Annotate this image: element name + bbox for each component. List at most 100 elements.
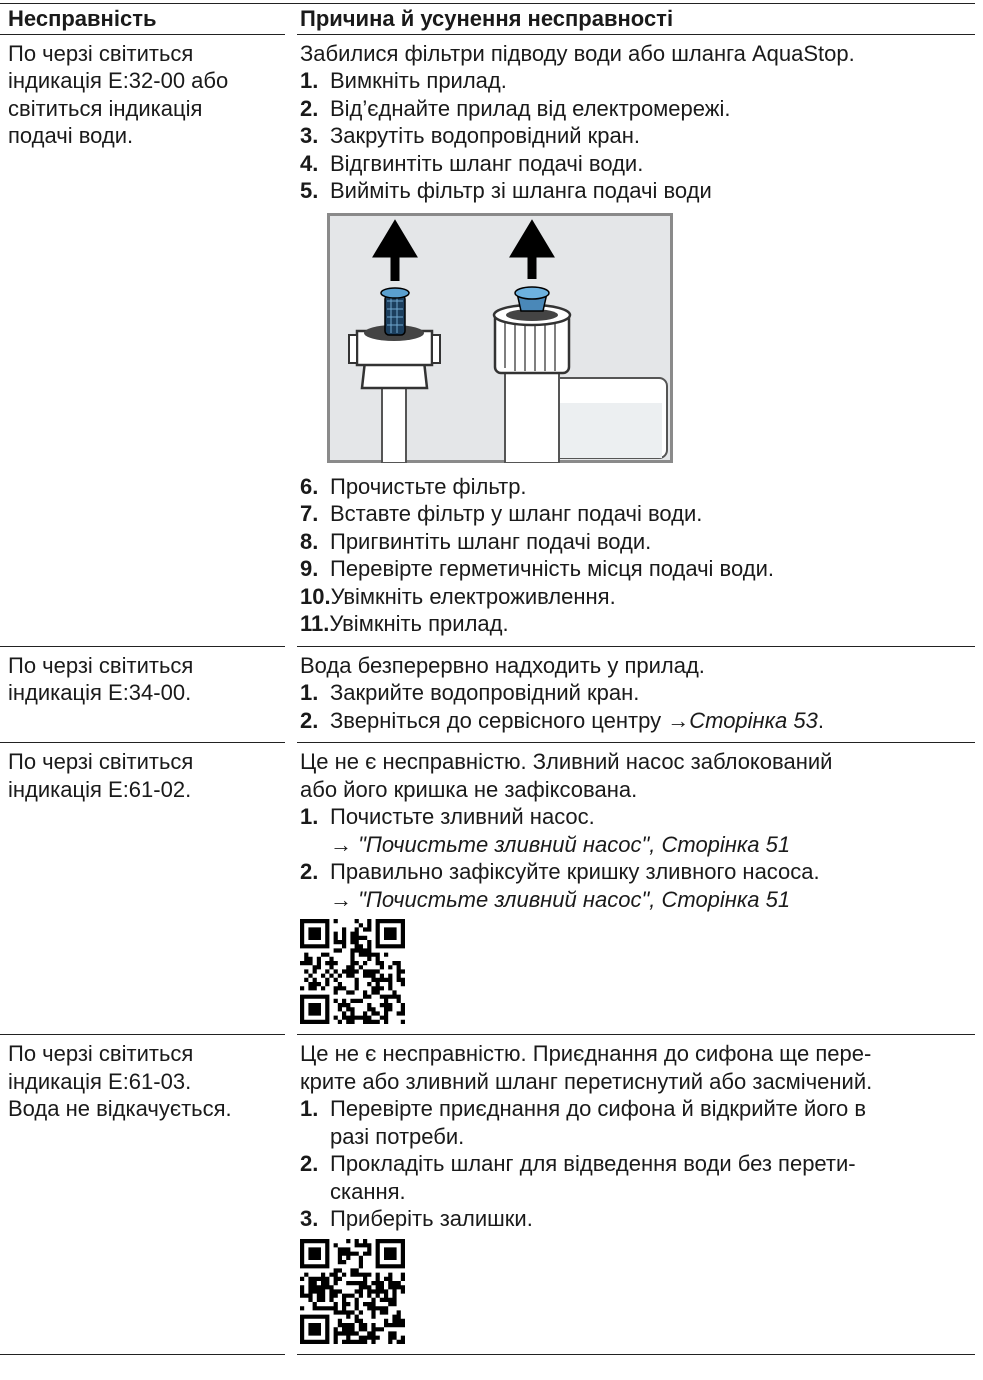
header-cell: Несправність: [0, 4, 285, 35]
cause-cell: Вода безперервно надходить у прилад. 1. За…: [297, 647, 975, 743]
step-text-line: Перевірте приєднання до сифона й відкрий…: [330, 1096, 867, 1121]
step: 3. Закрутіть водопровідний кран.: [300, 122, 975, 150]
step-line: Приберіть залишки.: [330, 1205, 533, 1233]
step-text: Почистьте зливний насос. → "Почистьте зли…: [330, 803, 790, 858]
step: 9. Перевірте герметичність місця подачі в…: [300, 555, 975, 583]
step-number: 2.: [300, 95, 319, 121]
step: 1. Закрийте водопровідний кран.: [300, 679, 975, 707]
step-number: 6.: [300, 473, 319, 499]
step: 2. Правильно зафіксуйте кришку зливного н…: [300, 858, 975, 913]
step-number: 1.: [300, 804, 319, 829]
qr-pattern: [300, 1238, 405, 1344]
fault-cell: По черзі світиться індикація E:61-02.: [0, 743, 285, 1035]
step-line: скання.: [330, 1178, 856, 1206]
step-text: Перевірте приєднання до сифона й відкрий…: [330, 1095, 866, 1150]
step: 7. Вставте фільтр у шланг подачі води.: [300, 500, 975, 528]
fault-line: подачі води.: [8, 123, 134, 148]
step-text: Увімкніть прилад.: [329, 610, 508, 638]
step-text-line: Відгвинтіть шланг подачі води.: [330, 150, 644, 176]
step: 2. Від’єднайте прилад від електромережі.: [300, 95, 975, 123]
table-row: По черзі світиться індикація E:34-00. Вода…: [0, 647, 975, 743]
step: 5. Вийміть фільтр зі шланга подачі води: [300, 177, 975, 205]
step-number: 2.: [300, 707, 319, 733]
fault-line: індикація E:61-02.: [8, 776, 192, 802]
fault-line: По черзі світиться: [8, 40, 194, 66]
step-text: Вимкніть прилад.: [330, 67, 507, 95]
step-text: Приберіть залишки.: [330, 1205, 533, 1233]
step-text-line: Пригвинтіть шланг подачі води.: [330, 528, 652, 554]
step-line: Перевірте герметичність місця подачі вод…: [330, 555, 774, 583]
step: 3. Приберіть залишки.: [300, 1205, 975, 1233]
filter-illustration: [327, 212, 673, 463]
step-text-line: Увімкніть електроживлення.: [330, 583, 616, 609]
step: 1. Перевірте приєднання до сифона й відкр…: [300, 1095, 975, 1150]
fault-line: індикація E:32-00 або: [8, 68, 229, 93]
step: 6. Прочистьте фільтр.: [300, 473, 975, 501]
step-text-line: Прочистьте фільтр.: [330, 473, 527, 499]
fault-cell: По черзі світиться індикація E:61-03. Вода…: [0, 1035, 285, 1355]
step-text-line: Зверніться до сервісного центру: [330, 707, 662, 733]
step: 1. Почистьте зливний насос. → "Почистьте з…: [300, 803, 975, 858]
step-line: Прочистьте фільтр.: [330, 473, 527, 501]
step-number: 4.: [300, 150, 319, 176]
step-line: Увімкніть прилад.: [329, 610, 508, 638]
step-text: Відгвинтіть шланг подачі води.: [330, 150, 643, 178]
step-line: Прокладіть шланг для відведення води без…: [330, 1150, 856, 1178]
step-text: Вставте фільтр у шланг подачі води.: [330, 500, 702, 528]
step-number: 2.: [300, 1151, 319, 1176]
reference-arrow: →: [330, 886, 352, 912]
step: 4. Відгвинтіть шланг подачі води.: [300, 150, 975, 178]
step-text-line: Вийміть фільтр зі шланга подачі води: [330, 178, 712, 203]
step-number: 7.: [300, 501, 319, 526]
step-number: 1.: [300, 680, 319, 705]
step-number: 1.: [300, 1096, 319, 1121]
fault-line: По черзі світиться: [8, 749, 194, 774]
fault-line: світиться індикація: [8, 95, 203, 121]
step-text: Закрийте водопровідний кран.: [330, 679, 639, 707]
step-line: разі потреби.: [330, 1123, 866, 1151]
step-text-line: Увімкніть прилад.: [329, 611, 509, 636]
step-line: Зверніться до сервісного центру →Сторінк…: [330, 707, 824, 735]
step-text: Прочистьте фільтр.: [330, 473, 527, 501]
step-text: Правильно зафіксуйте кришку зливного нас…: [330, 858, 820, 913]
link-arrow: →: [667, 707, 690, 733]
step-text-line: Перевірте герметичність місця подачі вод…: [330, 556, 774, 581]
qr-pattern: [300, 919, 405, 1024]
step-line: Закрутіть водопровідний кран.: [330, 122, 640, 150]
fault-line: По черзі світиться: [8, 1041, 194, 1066]
step-text-line: скання.: [330, 1178, 406, 1204]
cause-cell: Це не є несправністю. Зливний насос забл…: [297, 743, 975, 1035]
step-text: Зверніться до сервісного центру →Сторінк…: [330, 707, 824, 735]
step-text-line: Від’єднайте прилад від електромережі.: [330, 95, 731, 121]
step-number: 8.: [300, 528, 319, 554]
step-number: 5.: [300, 178, 319, 203]
step-line: Правильно зафіксуйте кришку зливного нас…: [330, 858, 820, 886]
step-text-line: Закрутіть водопровідний кран.: [330, 123, 641, 148]
step-number: 3.: [300, 123, 319, 148]
step-line: Увімкніть електроживлення.: [331, 583, 616, 611]
cause-line: Вода безперервно надходить у прилад.: [300, 652, 705, 678]
step-line: Пригвинтіть шланг подачі води.: [330, 528, 651, 556]
step-text: Прокладіть шланг для відведення води без…: [330, 1150, 856, 1205]
qr-code: [300, 919, 405, 1024]
step-text-line: Почистьте зливний насос.: [330, 804, 595, 829]
step: 1. Вимкніть прилад.: [300, 67, 975, 95]
reference-line: → "Почистьте зливний насос", Сторінка 51: [330, 831, 790, 859]
step-text-line: Вставте фільтр у шланг подачі води.: [330, 501, 703, 526]
step-line: Перевірте приєднання до сифона й відкрий…: [330, 1095, 866, 1123]
reference-link: "Почистьте зливний насос", Сторінка 51: [358, 831, 791, 857]
qr-code: [300, 1238, 405, 1344]
step-line: Вимкніть прилад.: [330, 67, 507, 95]
step-line: Вставте фільтр у шланг подачі води.: [330, 500, 702, 528]
cause-line: Забилися фільтри підводу води або шланга…: [300, 40, 855, 66]
step: 2. Прокладіть шланг для відведення води б…: [300, 1150, 975, 1205]
table-row: По черзі світиться індикація E:32-00 або с…: [0, 35, 975, 647]
step-line: Відгвинтіть шланг подачі води.: [330, 150, 643, 178]
page-body: Несправність Причина й усунення несправно…: [0, 3, 983, 1380]
step-number: 11.: [300, 611, 330, 636]
fault-line: По черзі світиться: [8, 652, 194, 678]
cause-line: Це не є несправністю. Приєднання до сифо…: [300, 1041, 872, 1066]
cause-line: або його кришка не зафіксована.: [300, 776, 638, 802]
header-cell: Причина й усунення несправності: [297, 4, 975, 35]
